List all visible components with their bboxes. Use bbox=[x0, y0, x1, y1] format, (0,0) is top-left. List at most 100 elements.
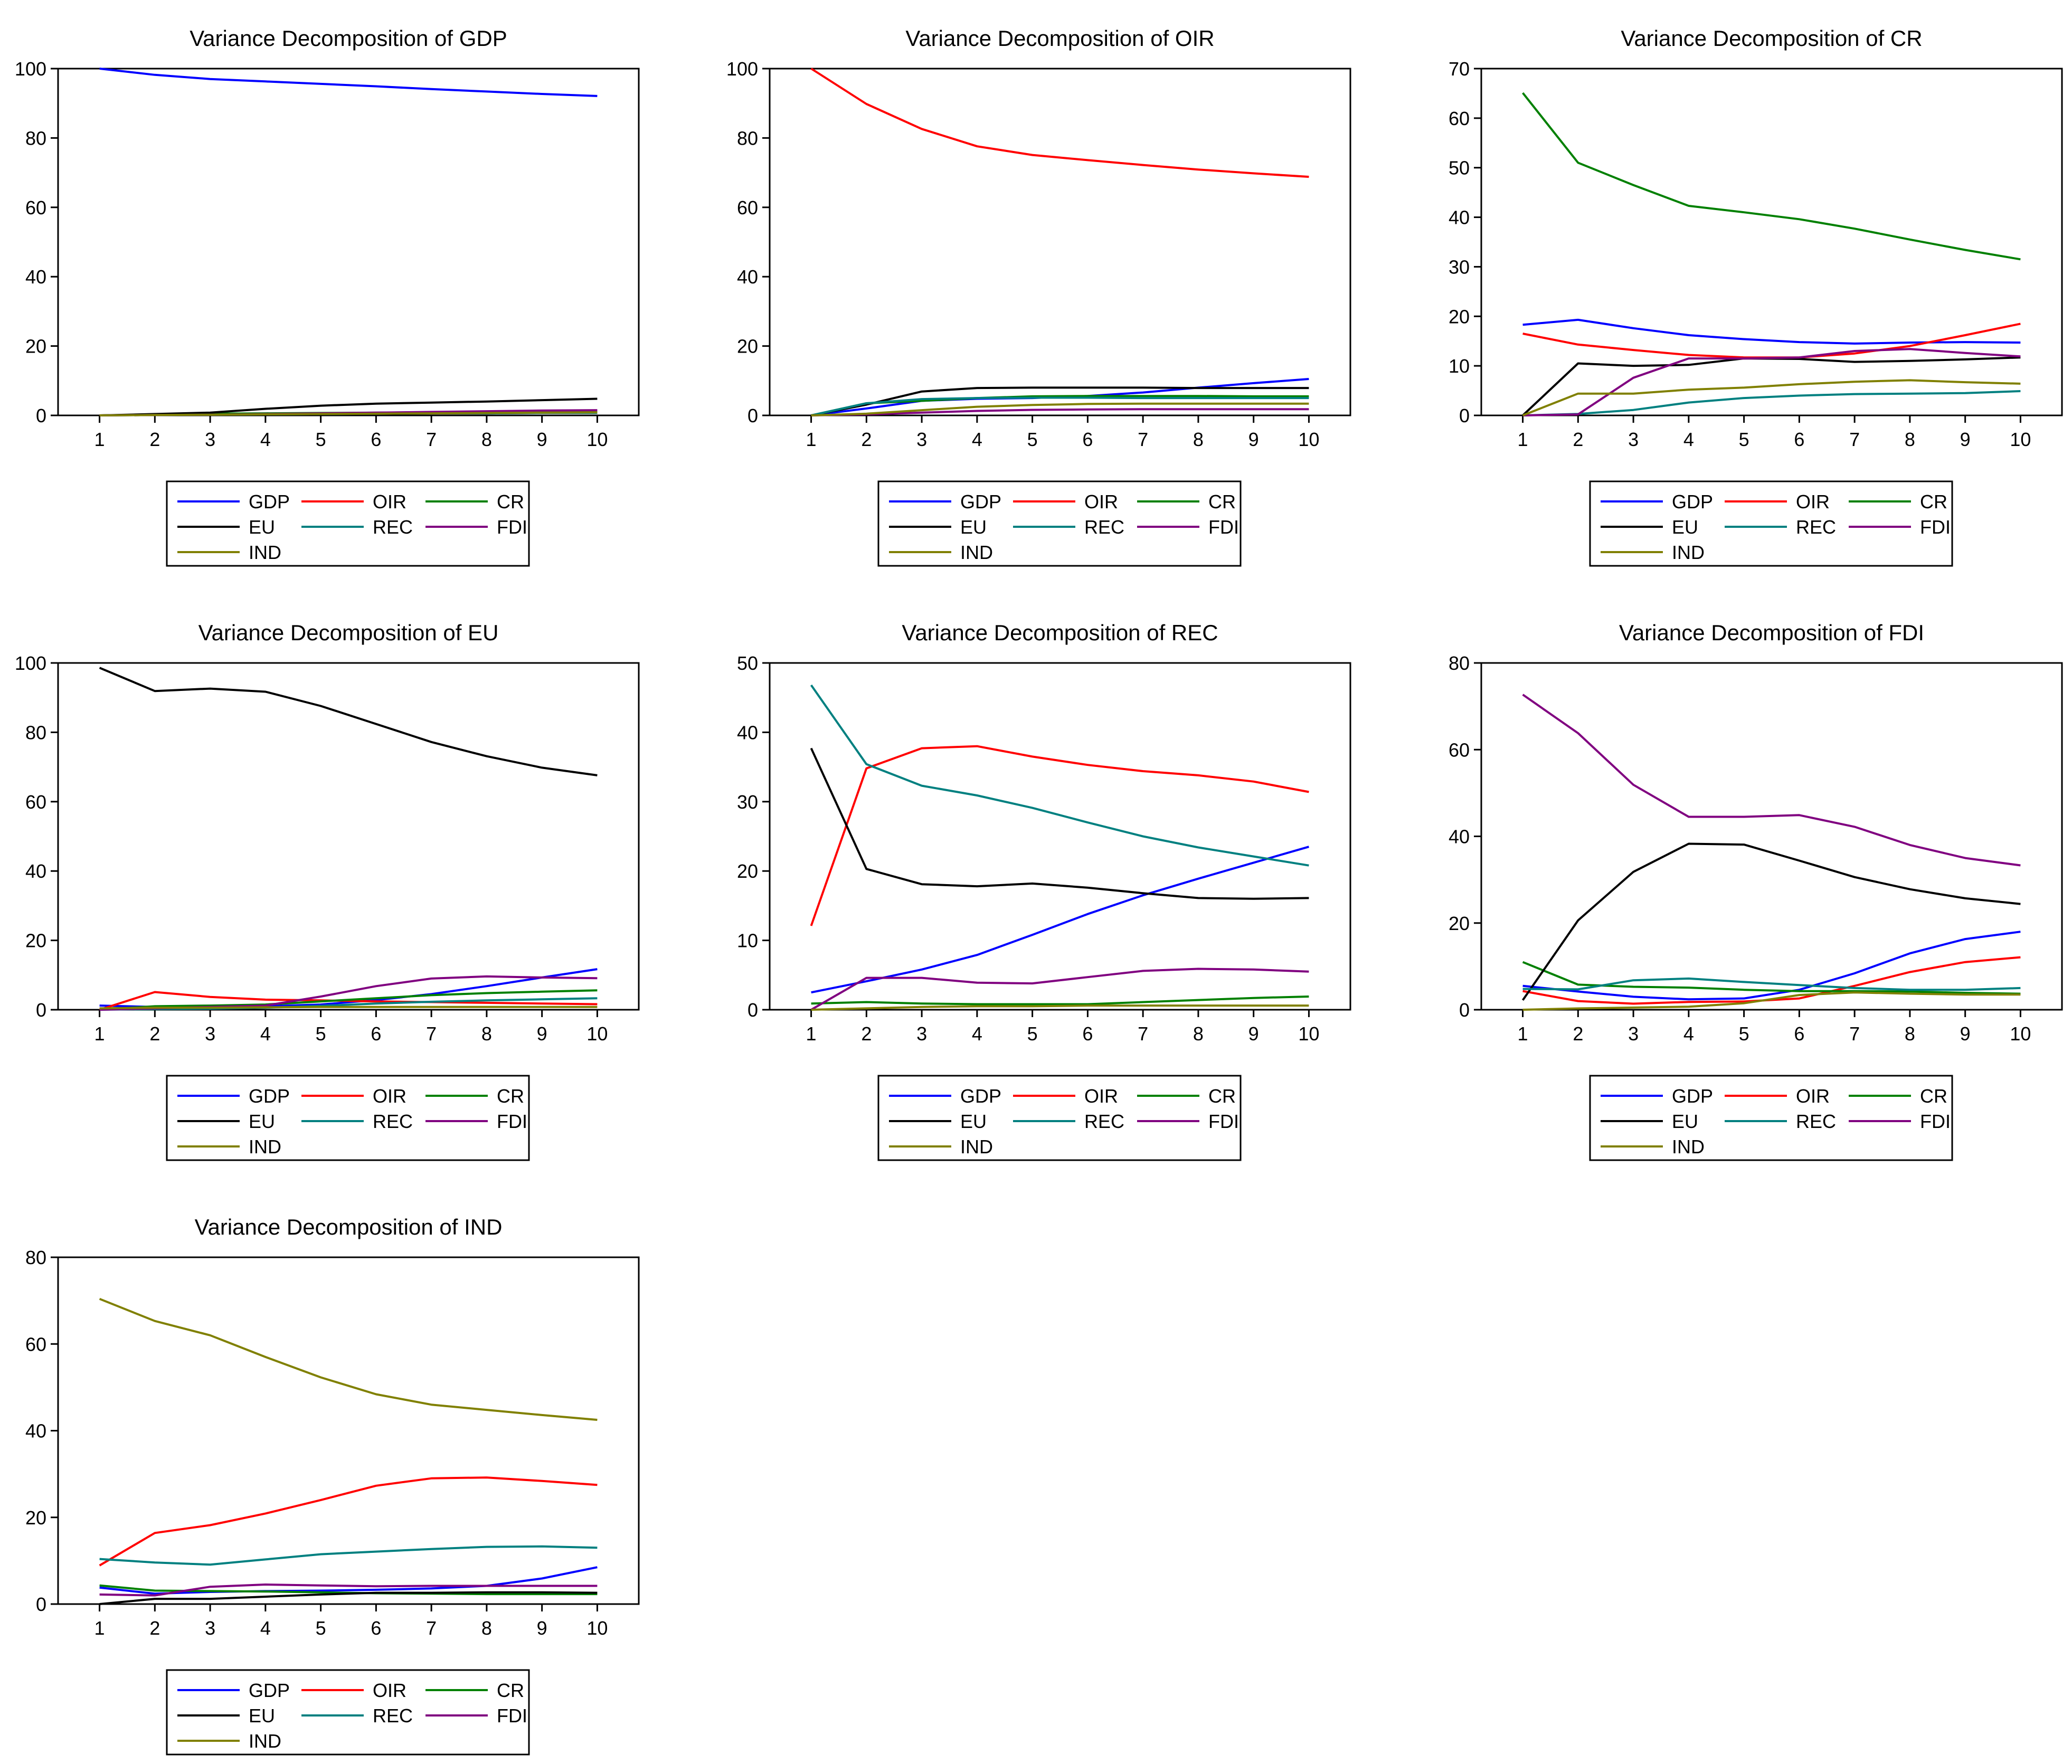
legend-label-gdp: GDP bbox=[249, 1085, 290, 1107]
legend: GDP OIR CR EU REC FDI IND bbox=[166, 480, 530, 567]
x-tick-label: 4 bbox=[972, 429, 982, 450]
x-tick-label: 3 bbox=[205, 429, 215, 450]
x-tick-label: 4 bbox=[260, 429, 271, 450]
series-line-gdp bbox=[99, 68, 598, 97]
legend-label-fdi: FDI bbox=[1920, 1111, 1951, 1132]
y-tick-label: 80 bbox=[1449, 652, 1470, 674]
x-tick-label: 10 bbox=[586, 1617, 608, 1639]
x-tick-label: 4 bbox=[260, 1617, 271, 1639]
x-tick-label: 6 bbox=[1082, 429, 1093, 450]
x-tick-label: 1 bbox=[94, 429, 105, 450]
x-tick-label: 4 bbox=[972, 1023, 982, 1045]
y-tick-label: 80 bbox=[25, 722, 46, 743]
legend: GDP OIR CR EU REC FDI IND bbox=[1589, 1075, 1953, 1161]
y-tick-label: 0 bbox=[36, 405, 46, 426]
series-line-eu bbox=[99, 397, 598, 416]
legend-label-eu: EU bbox=[249, 1111, 275, 1132]
chart-title: Variance Decomposition of FDI bbox=[1619, 620, 1924, 645]
x-tick-label: 6 bbox=[1082, 1023, 1093, 1045]
x-tick-label: 5 bbox=[316, 1023, 326, 1045]
x-tick-label: 8 bbox=[481, 1023, 492, 1045]
legend-label-oir: OIR bbox=[373, 1680, 406, 1701]
legend-label-fdi: FDI bbox=[1208, 1111, 1239, 1132]
series-line-ind bbox=[99, 1006, 598, 1010]
y-tick-label: 0 bbox=[748, 999, 758, 1021]
legend-label-rec: REC bbox=[373, 1705, 413, 1727]
y-tick-label: 20 bbox=[25, 930, 46, 952]
series-line-gdp bbox=[99, 1566, 598, 1595]
series-line-ind bbox=[1522, 991, 2021, 1011]
x-tick-label: 2 bbox=[1573, 429, 1583, 450]
x-tick-label: 1 bbox=[94, 1023, 105, 1045]
y-tick-label: 20 bbox=[737, 336, 758, 357]
x-tick-label: 7 bbox=[1138, 1023, 1148, 1045]
legend-label-cr: CR bbox=[1920, 491, 1947, 513]
series-line-rec bbox=[810, 684, 1309, 867]
y-tick-label: 40 bbox=[25, 860, 46, 882]
legend-label-cr: CR bbox=[1208, 1085, 1236, 1107]
x-tick-label: 7 bbox=[426, 1617, 437, 1639]
y-tick-label: 20 bbox=[1449, 306, 1470, 327]
y-tick-label: 100 bbox=[726, 58, 758, 80]
y-tick-label: 30 bbox=[1449, 256, 1470, 278]
x-tick-label: 6 bbox=[1794, 429, 1804, 450]
legend-label-oir: OIR bbox=[373, 491, 406, 513]
x-tick-label: 6 bbox=[1794, 1023, 1804, 1045]
legend-label-ind: IND bbox=[249, 542, 281, 563]
x-tick-label: 7 bbox=[426, 1023, 437, 1045]
legend-label-oir: OIR bbox=[1796, 1085, 1830, 1107]
x-tick-label: 2 bbox=[861, 1023, 872, 1045]
legend: GDP OIR CR EU REC FDI IND bbox=[166, 1669, 530, 1756]
x-tick-label: 1 bbox=[806, 429, 817, 450]
y-tick-label: 80 bbox=[737, 127, 758, 149]
x-tick-label: 10 bbox=[586, 429, 608, 450]
chart-title: Variance Decomposition of CR bbox=[1621, 26, 1922, 51]
series-line-ind bbox=[1522, 379, 2021, 416]
chart-rec: Variance Decomposition of REC 0 10 20 30 40 50… bbox=[737, 620, 1351, 1161]
x-tick-label: 8 bbox=[481, 1617, 492, 1639]
y-tick-label: 40 bbox=[737, 266, 758, 288]
legend-label-eu: EU bbox=[249, 1705, 275, 1727]
x-tick-label: 4 bbox=[1683, 429, 1694, 450]
y-tick-label: 50 bbox=[737, 652, 758, 674]
x-tick-label: 9 bbox=[1960, 429, 1971, 450]
x-tick-label: 5 bbox=[1027, 429, 1038, 450]
y-tick-label: 20 bbox=[25, 336, 46, 357]
x-tick-label: 2 bbox=[861, 429, 872, 450]
x-tick-label: 9 bbox=[537, 1617, 547, 1639]
legend-label-fdi: FDI bbox=[497, 1111, 527, 1132]
series-line-fdi bbox=[1522, 348, 2021, 416]
x-tick-label: 3 bbox=[205, 1023, 215, 1045]
legend-label-fdi: FDI bbox=[1208, 516, 1239, 538]
series-line-ind bbox=[99, 1297, 598, 1421]
legend-label-eu: EU bbox=[249, 516, 275, 538]
legend-label-rec: REC bbox=[1084, 1111, 1124, 1132]
legend-label-ind: IND bbox=[249, 1730, 281, 1752]
y-tick-label: 40 bbox=[25, 266, 46, 288]
x-tick-label: 6 bbox=[371, 429, 381, 450]
x-tick-label: 7 bbox=[1849, 1023, 1860, 1045]
x-tick-label: 8 bbox=[1193, 429, 1204, 450]
chart-title: Variance Decomposition of IND bbox=[195, 1215, 503, 1239]
x-tick-label: 7 bbox=[1138, 429, 1148, 450]
y-tick-label: 100 bbox=[15, 58, 46, 80]
y-tick-label: 0 bbox=[36, 999, 46, 1021]
x-tick-label: 8 bbox=[481, 429, 492, 450]
y-tick-label: 40 bbox=[1449, 826, 1470, 848]
x-tick-label: 5 bbox=[1739, 429, 1749, 450]
x-tick-label: 8 bbox=[1905, 1023, 1915, 1045]
x-tick-label: 4 bbox=[260, 1023, 271, 1045]
chart-title: Variance Decomposition of GDP bbox=[190, 26, 507, 51]
series-line-rec bbox=[811, 396, 1309, 416]
legend-box bbox=[877, 1075, 1242, 1161]
x-tick-label: 1 bbox=[94, 1617, 105, 1639]
chart-title: Variance Decomposition of REC bbox=[902, 620, 1218, 645]
y-tick-label: 80 bbox=[25, 127, 46, 149]
x-tick-label: 10 bbox=[1298, 1023, 1319, 1045]
y-tick-label: 40 bbox=[1449, 207, 1470, 229]
series-line-oir bbox=[1522, 956, 2021, 1005]
legend-label-gdp: GDP bbox=[960, 491, 1001, 513]
x-tick-label: 3 bbox=[205, 1617, 215, 1639]
series-line-eu bbox=[810, 747, 1309, 900]
